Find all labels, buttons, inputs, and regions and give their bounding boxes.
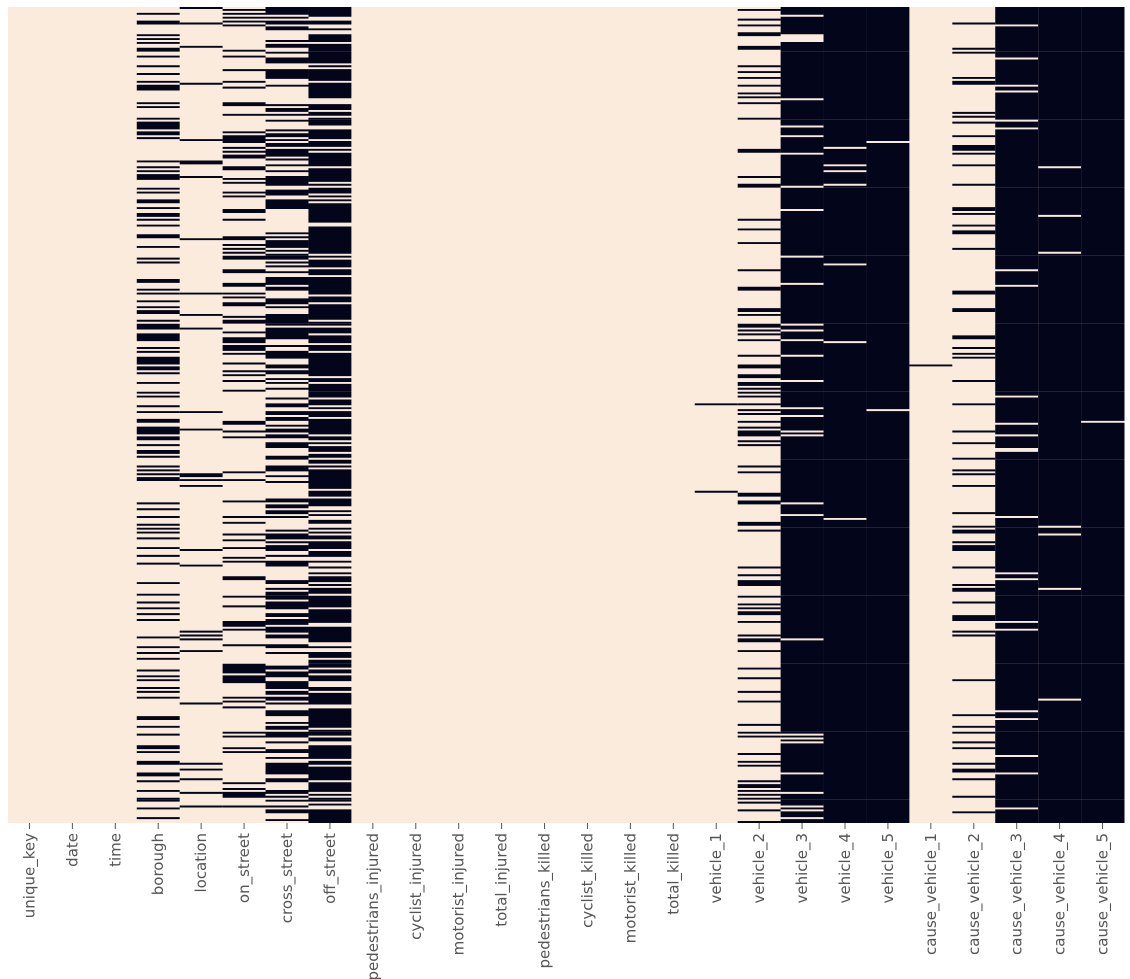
x-tick-labels: unique_key date time borough location on_stre… — [20, 833, 1112, 979]
missing-stripes-cross-street — [265, 7, 309, 822]
column-motorist-killed — [608, 7, 653, 823]
missing-cells-cause-vehicle-1 — [909, 364, 953, 367]
missing-stripes-vehicle-4 — [823, 7, 867, 823]
x-tick-label-vehicle-5: vehicle_5 — [879, 833, 898, 903]
missing-stripes-cause-vehicle-3 — [995, 7, 1039, 823]
missing-cells-cause-vehicle-5 — [1081, 7, 1125, 823]
missing-cells-borough — [136, 12, 181, 820]
x-tick-label-vehicle-2: vehicle_2 — [750, 833, 769, 903]
missing-stripes-cause-vehicle-2 — [952, 22, 996, 814]
missing-stripes-borough — [136, 12, 181, 820]
x-tick-label-off-street: off_street — [321, 833, 340, 904]
missing-stripes-cause-vehicle-4 — [1038, 7, 1082, 823]
column-total-injured — [480, 7, 524, 823]
missing-cells-off-street — [308, 7, 352, 823]
missing-cells-on-street — [222, 8, 267, 808]
missing-cells-vehicle-3 — [780, 7, 825, 823]
column-cyclist-injured — [394, 7, 438, 823]
column-date — [50, 7, 95, 823]
column-cause-vehicle-2 — [952, 7, 996, 823]
x-tick-label-vehicle-1: vehicle_1 — [707, 833, 726, 903]
missing-stripes-on-street — [222, 8, 267, 808]
x-tick-label-cause-vehicle-2: cause_vehicle_2 — [965, 833, 984, 955]
column-pedestrians-injured — [351, 7, 395, 823]
column-location — [179, 7, 224, 823]
missing-stripes-cause-vehicle-1 — [909, 364, 953, 367]
column-vehicle-1 — [694, 7, 739, 823]
x-tick-label-cause-vehicle-1: cause_vehicle_1 — [922, 833, 941, 955]
x-tick-label-location: location — [192, 833, 210, 893]
missing-cells-cause-vehicle-3 — [995, 7, 1039, 823]
x-tick-label-on-street: on_street — [235, 833, 254, 903]
x-tick-label-pedestrians-killed: pedestrians_killed — [536, 833, 555, 968]
x-tick-label-cause-vehicle-5: cause_vehicle_5 — [1094, 833, 1113, 955]
column-time — [93, 7, 138, 823]
x-tick-marks — [28, 823, 1104, 829]
x-tick-label-vehicle-3: vehicle_3 — [793, 833, 812, 903]
x-tick-label-total-injured: total_injured — [493, 833, 512, 927]
missing-cells-cause-vehicle-4 — [1038, 7, 1082, 823]
missing-cells-cross-street — [265, 7, 309, 822]
x-tick-label-motorist-injured: motorist_injured — [450, 833, 469, 955]
x-tick-label-date: date — [63, 833, 81, 867]
missing-cells-vehicle-4 — [823, 7, 867, 823]
x-tick-label-pedestrians-injured: pedestrians_injured — [364, 833, 383, 979]
x-tick-label-cause-vehicle-4: cause_vehicle_4 — [1051, 833, 1070, 955]
x-tick-label-vehicle-4: vehicle_4 — [836, 833, 855, 903]
column-unique-key — [8, 7, 52, 823]
x-tick-label-cyclist-injured: cyclist_injured — [407, 833, 426, 940]
missing-cells-cause-vehicle-2 — [952, 22, 996, 814]
missing-cells-vehicle-5 — [866, 7, 910, 823]
missing-stripes-vehicle-5 — [866, 7, 910, 823]
column-cyclist-killed — [566, 7, 610, 823]
x-tick-label-cyclist-killed: cyclist_killed — [578, 833, 597, 928]
x-tick-label-unique-key: unique_key — [20, 833, 39, 918]
x-tick-label-total-killed: total_killed — [664, 833, 683, 915]
missing-stripes-cause-vehicle-5 — [1081, 7, 1125, 823]
column-total-killed — [651, 7, 696, 823]
x-tick-label-cause-vehicle-3: cause_vehicle_3 — [1008, 833, 1027, 955]
heatmap-cells — [8, 7, 1125, 823]
column-cause-vehicle-1 — [909, 7, 953, 823]
missing-stripes-vehicle-3 — [780, 7, 825, 823]
column-pedestrians-killed — [523, 7, 567, 823]
x-tick-label-cross-street: cross_street — [278, 833, 297, 923]
missing-stripes-off-street — [308, 7, 352, 823]
x-tick-label-borough: borough — [149, 833, 167, 895]
column-motorist-injured — [437, 7, 481, 823]
x-tick-label-time: time — [106, 833, 124, 867]
x-tick-label-motorist-killed: motorist_killed — [621, 833, 640, 943]
